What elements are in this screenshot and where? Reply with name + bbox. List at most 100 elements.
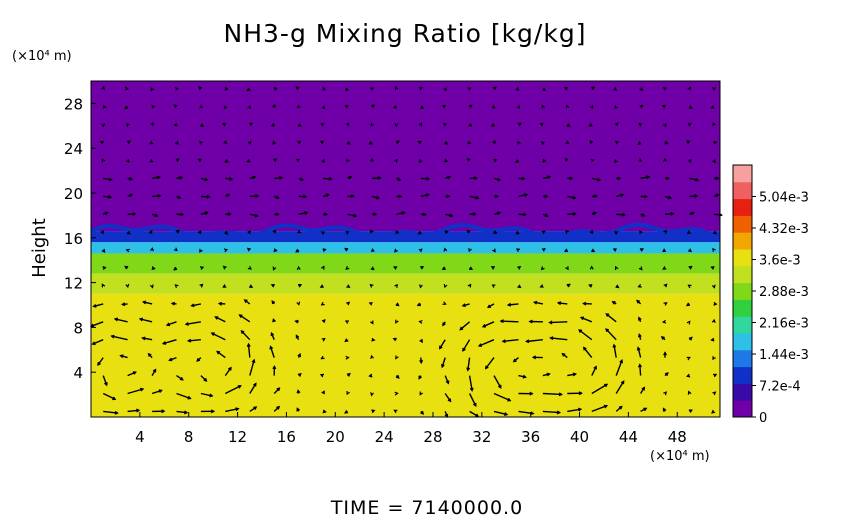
wind-vector-head [418,86,423,91]
wind-vector-head [295,158,301,163]
wind-vector-head [492,140,496,145]
x-tick-label: 48 [668,428,687,446]
wind-vector-head [491,284,496,288]
heatmap-bands [91,81,720,417]
wind-vector [637,347,642,358]
wind-vector-head [141,300,147,305]
wind-vector [591,177,601,181]
wind-vector-head [617,176,622,181]
wind-vector-head [221,122,226,127]
wind-vector-head [101,158,106,163]
wind-vector-head [589,140,594,145]
wind-vector-head [394,86,399,91]
wind-vector-head [422,212,427,217]
wind-vector-head [179,376,184,381]
wind-vector-head [119,354,124,359]
wind-vector-head [541,247,546,252]
wind-vector-head [662,248,667,253]
wind-vector [151,176,160,180]
wind-vector-head [249,122,254,127]
wind-vector-head [539,122,544,127]
wind-vector-head [418,320,423,324]
wind-vector-head [132,371,137,375]
wind-vector-head [564,158,569,162]
wind-vector-head [638,266,643,271]
wind-vector-head [710,266,715,270]
wind-vector-head [199,248,203,253]
wind-vector-head [447,175,452,180]
wind-vector-head [395,355,399,360]
wind-vector-head [468,122,473,127]
wind-vector-head [441,363,445,369]
wind-vector-head [449,213,454,218]
wind-vector [615,359,623,376]
wind-vector-head [475,195,480,200]
wind-vector-head [204,177,209,182]
wind-vector-head [542,87,547,92]
wind-vector-head [141,336,146,341]
wind-vector [567,213,576,215]
colorbar-segment [733,299,752,317]
wind-vector-head [688,105,693,109]
wind-vector-head [319,373,325,378]
wind-vector-head [229,177,234,181]
wind-vector-head [224,158,229,163]
plot-area [89,80,723,418]
wind-vector-head [125,283,130,289]
wind-vector-head [612,87,618,91]
time-footer: TIME = 7140000.0 [330,497,523,519]
wind-vector-head [375,195,381,200]
wind-vector [103,195,111,198]
wind-vector [508,303,519,306]
colorbar-segment [733,215,752,233]
wind-vector-head [295,248,300,253]
wind-vector-head [611,301,616,305]
wind-vector-head [665,176,671,181]
wind-vector-head [345,266,350,270]
wind-vector-head [209,393,214,398]
wind-vector-head [206,194,211,199]
wind-vector-head [496,211,502,216]
wind-vector-head [712,247,716,252]
wind-vector-head [124,105,129,110]
wind-vector-head [269,345,274,350]
wind-vector-head [467,283,472,288]
wind-vector [396,211,405,215]
wind-vector-head [139,387,145,392]
wind-vector-head [369,320,374,325]
wind-vector-head [110,334,115,339]
wind-vector [298,211,308,215]
wind-vector-head [490,122,495,127]
wind-vector-head [253,406,258,410]
wind-vector [469,410,479,418]
wind-vector-head [272,318,277,323]
wind-vector-head [223,248,229,253]
wind-vector-head [418,122,422,127]
x-tick-label: 12 [228,428,247,446]
wind-vector [469,195,479,199]
wind-vector-head [636,299,641,304]
wind-vector-head [161,341,167,345]
wind-vector-head [569,176,574,181]
wind-vector [468,375,473,391]
wind-vector-head [638,158,643,162]
wind-vector-head [345,355,350,360]
wind-vector-head [97,361,101,367]
wind-vector [558,302,568,305]
wind-vector-head [495,194,500,199]
x-tick-label: 36 [521,428,540,446]
wind-vector [127,371,137,377]
wind-vector-head [297,352,302,358]
wind-vector-head [247,140,252,145]
wind-vector-head [148,230,153,235]
wind-vector-head [637,333,642,338]
wind-vector-head [469,266,474,270]
wind-vector-head [247,105,251,110]
y-axis-unit: (×10⁴ m) [12,49,72,64]
wind-vector [216,350,226,359]
wind-vector-head [322,248,327,252]
wind-vector-head [151,266,156,270]
wind-vector-head [695,177,700,182]
wind-vector-head [170,301,175,306]
wind-vector-head [506,302,512,307]
